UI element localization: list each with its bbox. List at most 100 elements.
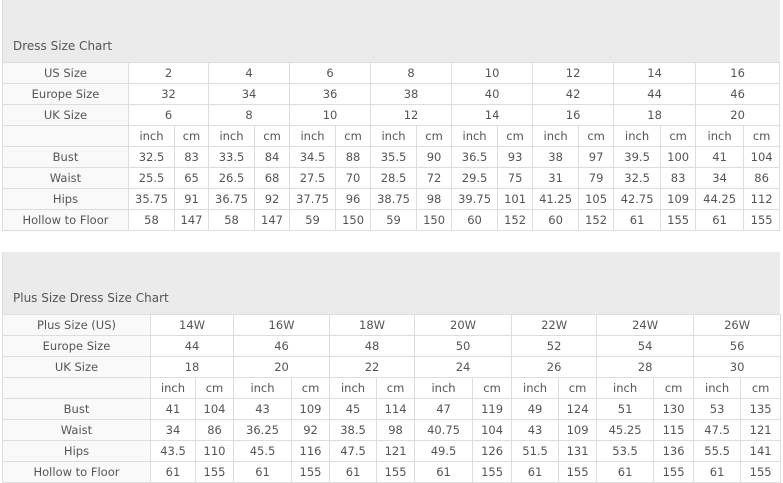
measurement-cell: 90 xyxy=(416,146,453,168)
measurement-cell: 41.25 xyxy=(532,188,580,210)
measurement-cell: 43 xyxy=(233,398,293,420)
measurement-cell: 61 xyxy=(596,461,655,483)
size-cell: 8 xyxy=(370,62,453,84)
measurement-cell: 155 xyxy=(558,461,598,483)
measurement-cell: 26.5 xyxy=(208,167,256,189)
row-label: Hips xyxy=(2,188,129,210)
measurement-cell: 88 xyxy=(335,146,372,168)
row-label xyxy=(2,125,129,147)
measurement-cell: 39.5 xyxy=(613,146,662,168)
measurement-cell: 150 xyxy=(416,209,453,231)
measurement-row: Hips 35.75 91 36.75 92 37.75 96 38.75 98 39.75 101… xyxy=(2,188,781,210)
measurement-cell: 51 xyxy=(596,398,655,420)
unit-inch: inch xyxy=(693,377,742,399)
unit-cm: cm xyxy=(497,125,534,147)
size-row: US Size 2 4 6 8 10 12 14 16 xyxy=(2,62,781,84)
measurement-cell: 147 xyxy=(173,209,210,231)
size-cell: 46 xyxy=(233,335,331,357)
measurement-cell: 45 xyxy=(329,398,378,420)
measurement-row: Waist 25.5 65 26.5 68 27.5 70 28.5 72 29.5 75 31 79 3… xyxy=(2,167,781,189)
measurement-cell: 38 xyxy=(532,146,580,168)
measurement-cell: 104 xyxy=(743,146,781,168)
unit-inch: inch xyxy=(233,377,293,399)
measurement-cell: 61 xyxy=(329,461,378,483)
size-cell: 44 xyxy=(149,335,235,357)
unit-row: inch cm inch cm inch cm inch cm inch cm inch cm inch… xyxy=(2,377,782,399)
measurement-cell: 109 xyxy=(291,398,331,420)
size-cell: 14 xyxy=(451,104,534,126)
unit-inch: inch xyxy=(329,377,378,399)
size-cell: 52 xyxy=(511,335,598,357)
measurement-cell: 36.75 xyxy=(208,188,256,210)
size-cell: 38 xyxy=(370,83,453,105)
size-cell: 10 xyxy=(289,104,372,126)
unit-inch: inch xyxy=(150,377,196,399)
row-label: Hollow to Floor xyxy=(2,461,151,483)
measurement-cell: 155 xyxy=(743,209,781,231)
measurement-cell: 98 xyxy=(376,419,416,441)
measurement-cell: 119 xyxy=(472,398,513,420)
measurement-cell: 130 xyxy=(653,398,695,420)
measurement-cell: 41 xyxy=(150,398,196,420)
measurement-cell: 92 xyxy=(254,188,291,210)
measurement-cell: 61 xyxy=(233,461,293,483)
measurement-row: Hips 43.5 110 45.5 116 47.5 121 49.5 126 51.5 131 5… xyxy=(2,440,782,462)
measurement-cell: 147 xyxy=(254,209,291,231)
measurement-cell: 34.5 xyxy=(289,146,337,168)
size-cell: 22W xyxy=(511,314,598,336)
unit-cm: cm xyxy=(254,125,291,147)
measurement-cell: 98 xyxy=(416,188,453,210)
measurement-cell: 59 xyxy=(370,209,418,231)
measurement-cell: 47.5 xyxy=(693,419,742,441)
measurement-cell: 96 xyxy=(335,188,372,210)
size-cell: 54 xyxy=(596,335,695,357)
row-label: UK Size xyxy=(2,104,129,126)
measurement-cell: 29.5 xyxy=(451,167,499,189)
measurement-cell: 155 xyxy=(660,209,697,231)
unit-inch: inch xyxy=(289,125,337,147)
measurement-cell: 41 xyxy=(695,146,745,168)
unit-cm: cm xyxy=(416,125,453,147)
measurement-cell: 155 xyxy=(376,461,416,483)
measurement-cell: 92 xyxy=(291,419,331,441)
measurement-cell: 32.5 xyxy=(128,146,175,168)
measurement-cell: 135 xyxy=(740,398,782,420)
measurement-cell: 109 xyxy=(660,188,697,210)
size-cell: 10 xyxy=(451,62,534,84)
measurement-cell: 37.75 xyxy=(289,188,337,210)
size-cell: 20 xyxy=(695,104,781,126)
size-table: Plus Size (US) 14W 16W 18W 20W 22W 24W 26W Europ… xyxy=(2,314,782,483)
unit-row: inch cm inch cm inch cm inch cm inch cm inch cm inch… xyxy=(2,125,781,147)
size-cell: 36 xyxy=(289,83,372,105)
measurement-row: Hollow to Floor 58 147 58 147 59 150 59 150 60 152… xyxy=(2,209,781,231)
measurement-cell: 68 xyxy=(254,167,291,189)
size-cell: 16W xyxy=(233,314,331,336)
measurement-cell: 35.5 xyxy=(370,146,418,168)
size-cell: 18W xyxy=(329,314,416,336)
measurement-cell: 104 xyxy=(472,419,513,441)
measurement-cell: 155 xyxy=(194,461,235,483)
measurement-cell: 60 xyxy=(532,209,580,231)
measurement-cell: 25.5 xyxy=(128,167,175,189)
size-row: Plus Size (US) 14W 16W 18W 20W 22W 24W 26W xyxy=(2,314,782,336)
chart-title: Plus Size Dress Size Chart xyxy=(13,291,169,305)
measurement-row: Bust 41 104 43 109 45 114 47 119 49 124 51 130 53 135 xyxy=(2,398,782,420)
measurement-cell: 45.5 xyxy=(233,440,293,462)
measurement-cell: 55.5 xyxy=(693,440,742,462)
unit-inch: inch xyxy=(370,125,418,147)
measurement-cell: 61 xyxy=(414,461,474,483)
measurement-cell: 44.25 xyxy=(695,188,745,210)
size-cell: 14 xyxy=(613,62,697,84)
measurement-cell: 59 xyxy=(289,209,337,231)
unit-inch: inch xyxy=(613,125,662,147)
measurement-cell: 61 xyxy=(695,209,745,231)
measurement-cell: 121 xyxy=(740,419,782,441)
measurement-cell: 152 xyxy=(497,209,534,231)
size-cell: 12 xyxy=(370,104,453,126)
size-cell: 40 xyxy=(451,83,534,105)
size-cell: 24 xyxy=(414,356,513,378)
measurement-cell: 31 xyxy=(532,167,580,189)
size-cell: 16 xyxy=(532,104,615,126)
row-label: Plus Size (US) xyxy=(2,314,151,336)
size-cell: 28 xyxy=(596,356,695,378)
